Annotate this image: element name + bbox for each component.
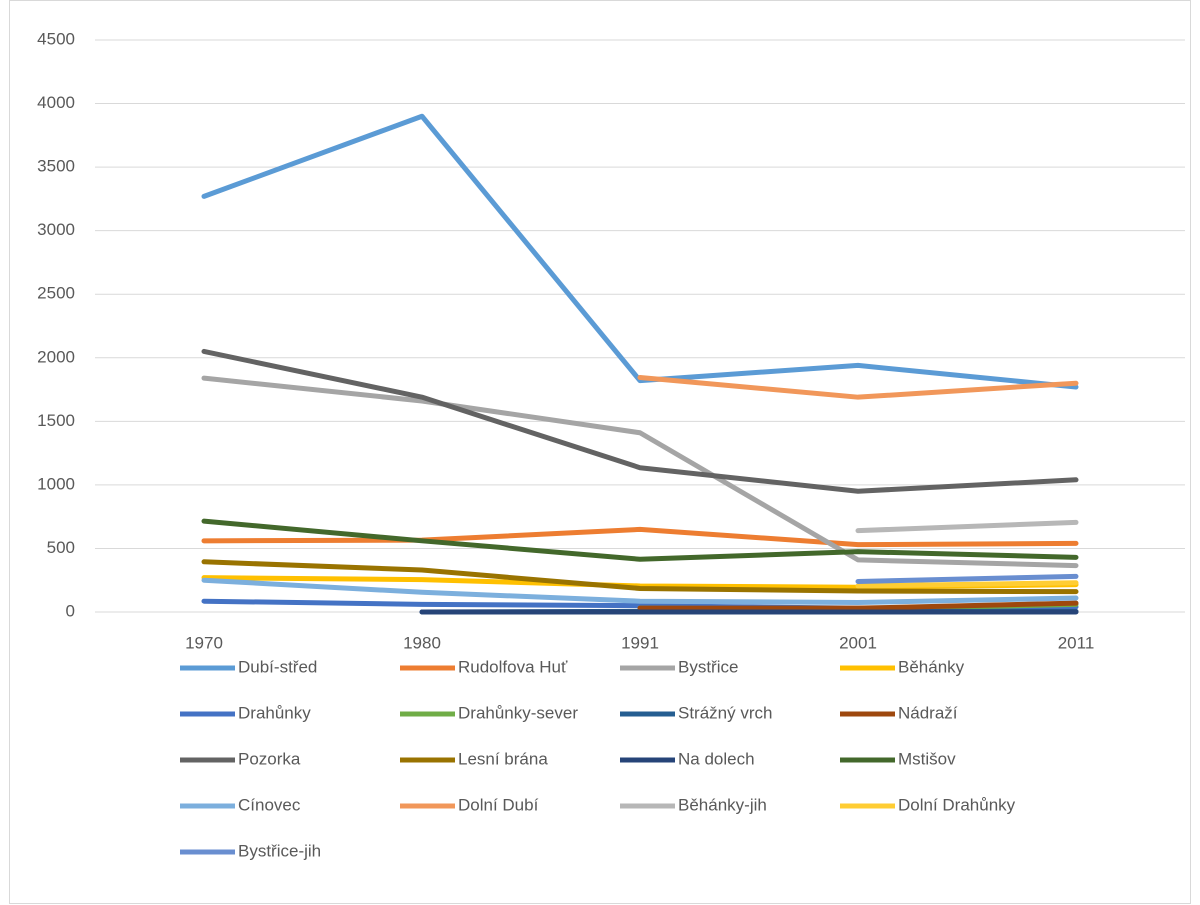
legend-label: Cínovec bbox=[238, 795, 301, 814]
legend-label: Nádraží bbox=[898, 703, 958, 722]
y-tick-label: 2500 bbox=[37, 284, 75, 303]
x-tick-label: 2011 bbox=[1058, 633, 1095, 652]
series-line bbox=[201, 113, 1079, 390]
y-tick-label: 1500 bbox=[37, 411, 75, 430]
series-line bbox=[201, 559, 1079, 595]
series-line bbox=[855, 519, 1079, 534]
series-line bbox=[201, 348, 1079, 494]
series-line bbox=[201, 375, 1079, 569]
legend-label: Dolní Dubí bbox=[458, 795, 539, 814]
legend-label: Drahůnky-sever bbox=[458, 703, 578, 722]
legend-label: Mstišov bbox=[898, 749, 956, 768]
series-line bbox=[201, 526, 1079, 548]
y-tick-label: 500 bbox=[47, 538, 75, 557]
series-line bbox=[637, 374, 1079, 400]
series-line bbox=[201, 577, 1079, 605]
legend-label: Bystřice-jih bbox=[238, 841, 321, 860]
legend-label: Na dolech bbox=[678, 749, 755, 768]
y-tick-label: 4500 bbox=[37, 29, 75, 48]
x-tick-label: 2001 bbox=[839, 633, 877, 652]
legend-label: Běhánky bbox=[898, 657, 965, 676]
legend-label: Rudolfova Huť bbox=[458, 657, 568, 676]
series-line bbox=[855, 580, 1079, 589]
legend-label: Bystřice bbox=[678, 657, 738, 676]
series-line bbox=[201, 518, 1079, 562]
legend-label: Dolní Drahůnky bbox=[898, 795, 1016, 814]
x-tick-label: 1980 bbox=[403, 633, 441, 652]
legend-label: Drahůnky bbox=[238, 703, 311, 722]
series-line bbox=[637, 600, 1079, 611]
legend-label: Lesní brána bbox=[458, 749, 548, 768]
y-tick-label: 1000 bbox=[37, 474, 75, 493]
y-tick-label: 2000 bbox=[37, 347, 75, 366]
y-tick-label: 3500 bbox=[37, 157, 75, 176]
y-tick-label: 0 bbox=[66, 601, 75, 620]
legend-label: Strážný vrch bbox=[678, 703, 772, 722]
x-tick-label: 1970 bbox=[185, 633, 223, 652]
y-tick-label: 4000 bbox=[37, 93, 75, 112]
series-line bbox=[855, 573, 1079, 584]
y-tick-label: 3000 bbox=[37, 220, 75, 239]
legend-label: Pozorka bbox=[238, 749, 301, 768]
legend-label: Běhánky-jih bbox=[678, 795, 767, 814]
x-tick-label: 1991 bbox=[621, 633, 659, 652]
chart-border bbox=[9, 0, 1191, 904]
legend-label: Dubí-střed bbox=[238, 657, 317, 676]
